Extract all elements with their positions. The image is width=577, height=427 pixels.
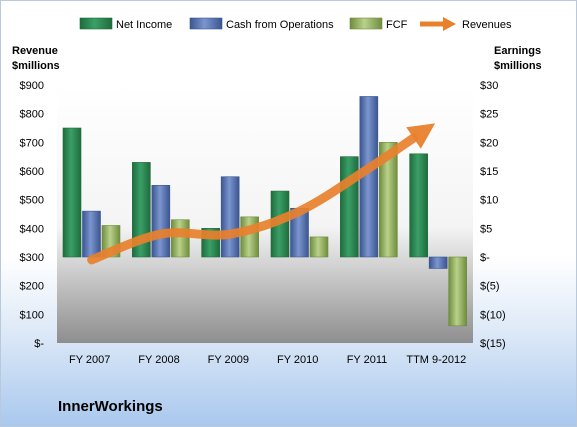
- x-tick-label: FY 2007: [69, 354, 110, 366]
- left-tick-label: $600: [20, 166, 44, 178]
- left-tick-label: $200: [20, 281, 44, 293]
- left-tick-label: $400: [20, 223, 44, 235]
- right-tick-label: $25: [480, 109, 498, 121]
- bar-net-income: [132, 162, 151, 258]
- right-tick-label: $30: [480, 80, 498, 92]
- bar-cash-from-operations: [428, 256, 448, 269]
- bar-net-income: [409, 153, 428, 258]
- bar-cash-from-operations: [220, 176, 240, 258]
- right-tick-label: $(10): [480, 309, 506, 321]
- left-tick-label: $100: [20, 309, 44, 321]
- bar-fcf: [309, 236, 329, 258]
- x-axis: FY 2007 FY 2008 FY 2009 FY 2010 FY 2011 TTM 9…: [69, 354, 466, 366]
- legend: Net Income Cash from Operations FCF Reve…: [79, 17, 512, 31]
- right-tick-label: $20: [480, 137, 498, 149]
- bar-cash-from-operations: [82, 210, 101, 258]
- left-axis: $- $100 $200 $300 $400 $500 $600 $700 $800 $900: [20, 80, 45, 350]
- right-tick-label: $5: [480, 223, 492, 235]
- revenues-line-path: [87, 133, 419, 265]
- legend-swatch-revenues: [420, 17, 456, 31]
- plot-area: [57, 85, 473, 343]
- left-tick-label: $700: [20, 137, 44, 149]
- x-tick-label: FY 2008: [138, 354, 179, 366]
- right-axis-title-line2: $millions: [494, 60, 542, 72]
- bar-net-income: [62, 127, 82, 258]
- right-axis-title-line1: Earnings: [494, 45, 541, 57]
- left-tick-label: $-: [34, 338, 44, 350]
- revenues-line: [87, 123, 436, 265]
- right-tick-label: $(15): [480, 338, 506, 350]
- left-axis-title-line1: Revenue: [12, 45, 58, 57]
- right-tick-label: $-: [480, 252, 490, 264]
- x-tick-label: FY 2010: [277, 354, 318, 366]
- bar-fcf: [171, 219, 190, 258]
- company-name: InnerWorkings: [58, 398, 163, 415]
- x-tick-label: TTM 9-2012: [406, 354, 466, 366]
- legend-label-net-income: Net Income: [116, 19, 172, 31]
- right-tick-label: $(5): [480, 281, 500, 293]
- legend-label-revenues: Revenues: [462, 19, 512, 31]
- legend-swatch-fcf: [349, 17, 383, 30]
- bar-cash-from-operations: [151, 185, 171, 258]
- bar-fcf: [379, 142, 398, 258]
- left-tick-label: $300: [20, 252, 44, 264]
- left-axis-title-line2: $millions: [12, 60, 60, 72]
- right-tick-label: $15: [480, 166, 498, 178]
- legend-swatch-cash-from-operations: [189, 17, 223, 30]
- legend-label-cash-from-operations: Cash from Operations: [226, 19, 334, 31]
- bar-fcf: [240, 216, 259, 258]
- right-axis: $(15) $(10) $(5) $- $5 $10 $15 $20 $25 $30: [480, 80, 506, 350]
- bar-fcf: [448, 256, 467, 327]
- left-tick-label: $500: [20, 195, 44, 207]
- right-tick-label: $10: [480, 195, 498, 207]
- left-tick-label: $800: [20, 109, 44, 121]
- x-tick-label: FY 2009: [208, 354, 249, 366]
- left-tick-label: $900: [20, 80, 44, 92]
- x-tick-label: FY 2011: [347, 354, 388, 366]
- legend-swatch-net-income: [79, 17, 113, 30]
- revenues-arrowhead: [406, 123, 436, 149]
- legend-label-fcf: FCF: [386, 19, 408, 31]
